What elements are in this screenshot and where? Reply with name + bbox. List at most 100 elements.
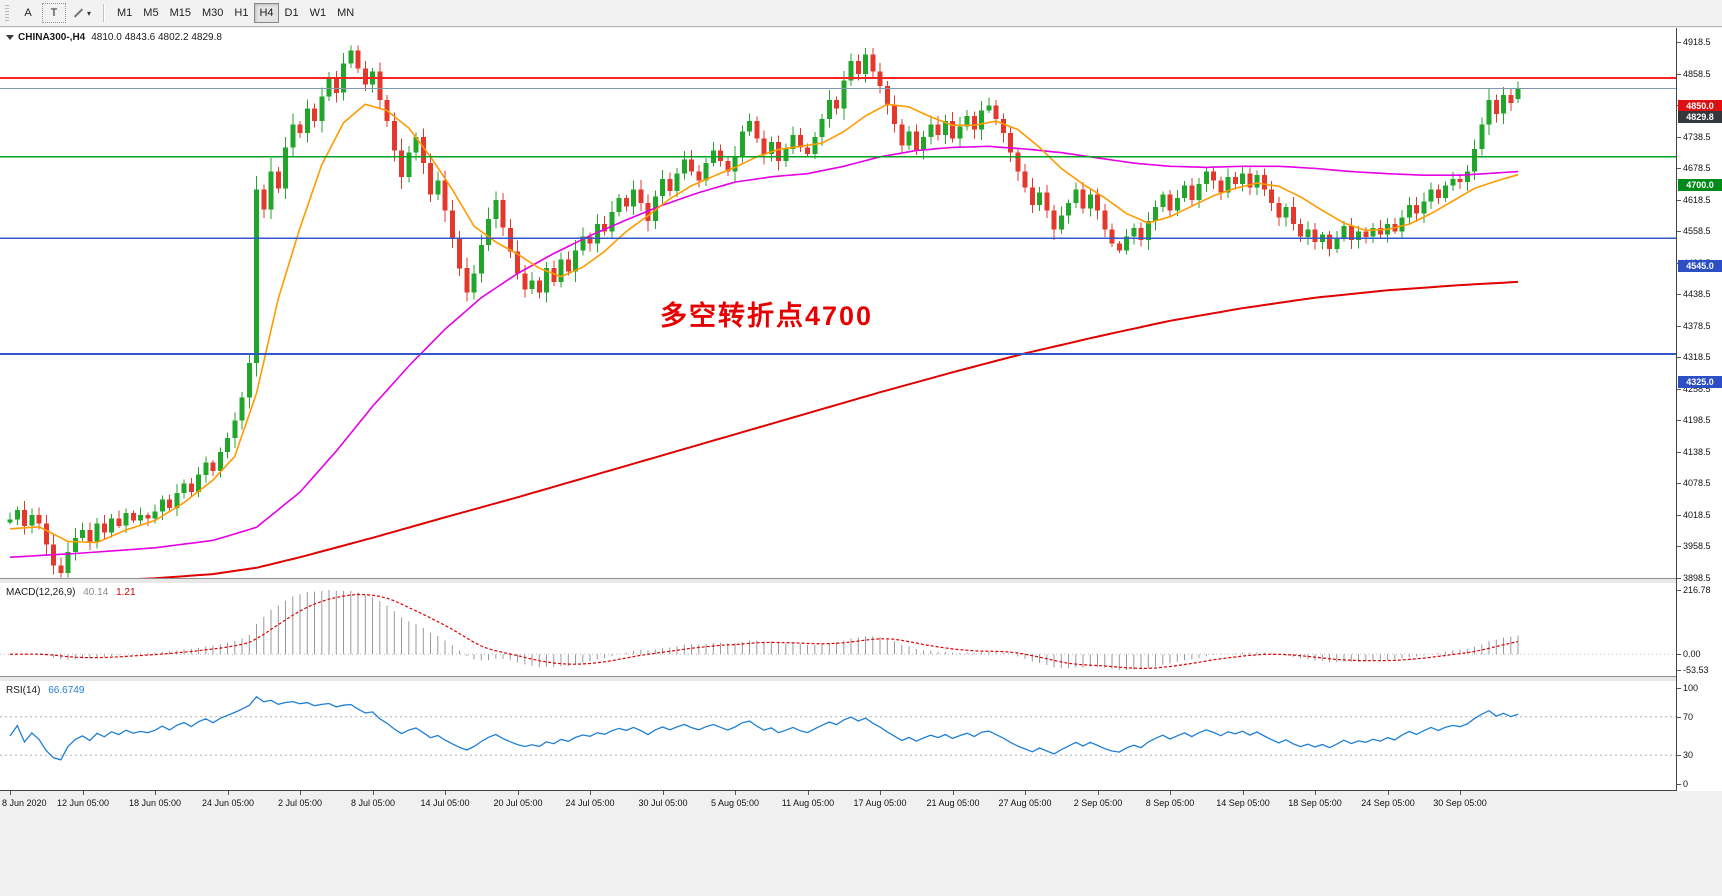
time-tick [300,791,301,795]
level-price-badge: 4850.0 [1678,100,1722,112]
level-price-badge: 4545.0 [1678,260,1722,272]
timeframe-group: M1 M5 M15 M30 H1 H4 D1 W1 MN [112,3,359,23]
time-tick [373,791,374,795]
timeframe-button-w1[interactable]: W1 [309,7,327,19]
axis-tick [1677,294,1681,295]
level-price-badge: 4700.0 [1678,179,1722,191]
time-scale[interactable]: 8 Jun 2020 12 Jun 05:00 18 Jun 05:00 24 Jun… [0,791,1676,815]
timeframe-button-m5[interactable]: M5 [143,7,159,19]
macd-title: MACD(12,26,9) [6,587,76,598]
rsi-title: RSI(14) [6,685,41,696]
time-axis-label: 2 Jul 05:00 [277,798,323,808]
time-tick [663,791,664,795]
axis-label: 4438.5 [1683,289,1711,299]
rsi-plot[interactable] [0,682,1676,790]
timeframe-button-m1[interactable]: M1 [117,7,133,19]
axis-label: 4558.5 [1683,226,1711,236]
toolbar-separator [103,4,106,22]
axis-label: 4678.5 [1683,163,1711,173]
axis-label: 216.78 [1683,585,1711,595]
time-tick [228,791,229,795]
drawing-tools-dropdown[interactable]: ▾ [68,3,96,23]
timeframe-button-h1[interactable]: H1 [234,7,249,19]
rsi-header: RSI(14) 66.6749 [6,685,84,696]
time-tick [808,791,809,795]
time-axis-label: 18 Jun 05:00 [128,798,182,808]
time-axis-label: 20 Jul 05:00 [493,798,543,808]
axis-label: 4258.5 [1683,384,1711,394]
axis-label: 4738.5 [1683,132,1711,142]
axis-label: 4858.5 [1683,69,1711,79]
time-axis-label: 27 Aug 05:00 [998,798,1052,808]
main-chart-panel[interactable]: CHINA300-,H4 4810.0 4843.6 4802.2 4829.8 … [0,28,1676,578]
symbol-title: CHINA300-,H4 [18,32,86,43]
time-axis-label: 30 Sep 05:00 [1433,798,1487,808]
rsi-panel[interactable]: RSI(14) 66.6749 [0,682,1676,791]
axis-tick [1677,590,1681,591]
chevron-down-icon: ▾ [87,8,92,18]
chart-annotation-text[interactable]: 多空转折点4700 [660,301,874,331]
axis-label: 4918.5 [1683,37,1711,47]
macd-value: 40.14 [83,587,109,598]
timeframe-button-m15[interactable]: M15 [169,7,191,19]
time-axis-label: 14 Sep 05:00 [1216,798,1270,808]
axis-tick [1677,755,1681,756]
timeframe-button-m30[interactable]: M30 [201,7,224,19]
candlestick-plot[interactable] [0,28,1676,578]
time-tick [1170,791,1171,795]
axis-tick [1677,717,1681,718]
axis-tick [1677,670,1681,671]
time-tick [880,791,881,795]
macd-panel[interactable]: MACD(12,26,9) 40.14 1.21 [0,584,1676,676]
timeframe-button-mn[interactable]: MN [337,7,355,19]
time-tick [1025,791,1026,795]
axis-tick [1677,326,1681,327]
time-axis-label: 24 Jul 05:00 [565,798,615,808]
current-price-badge: 4829.8 [1678,111,1722,123]
time-axis-label: 24 Jun 05:00 [201,798,255,808]
chart-header: CHINA300-,H4 4810.0 4843.6 4802.2 4829.8 [6,32,222,43]
time-tick [83,791,84,795]
axis-tick [1677,578,1681,579]
axis-tick [1677,452,1681,453]
axis-label: 4378.5 [1683,321,1711,331]
axis-label: 30 [1683,750,1694,760]
timeframe-button-d1[interactable]: D1 [284,7,299,19]
axis-label: 4078.5 [1683,478,1711,488]
time-tick [10,791,11,795]
macd-signal-value: 1.21 [116,587,136,598]
time-tick [155,791,156,795]
axis-label: 3898.5 [1683,573,1711,583]
text-tool-button[interactable]: T [42,3,66,23]
axis-label: 100 [1683,683,1699,693]
arrow-label-tool-button[interactable]: A [16,3,40,23]
time-axis-label: 2 Sep 05:00 [1073,798,1123,808]
level-price-badge: 4325.0 [1678,376,1722,388]
axis-tick [1677,420,1681,421]
axis-tick [1677,389,1681,390]
time-tick [445,791,446,795]
axis-label: 70 [1683,712,1694,722]
axis-tick [1677,200,1681,201]
macd-plot[interactable] [0,584,1676,676]
time-tick [735,791,736,795]
time-tick [1388,791,1389,795]
time-axis-label: 30 Jul 05:00 [638,798,688,808]
axis-label: 0 [1683,779,1689,789]
price-scale[interactable]: 4918.54858.54798.54738.54678.54618.54558… [1676,28,1722,791]
rsi-value: 66.6749 [48,685,85,696]
symbol-menu-icon[interactable] [6,34,14,40]
time-axis-label: 12 Jun 05:00 [56,798,110,808]
time-axis-label: 8 Jul 05:00 [350,798,396,808]
axis-tick [1677,654,1681,655]
panel-separator[interactable] [0,578,1676,584]
toolbar-grip[interactable] [5,5,9,21]
panel-separator[interactable] [0,676,1676,682]
time-axis-label: 11 Aug 05:00 [781,798,835,808]
axis-tick [1677,688,1681,689]
timeframe-button-h4[interactable]: H4 [254,3,279,23]
time-tick [518,791,519,795]
axis-tick [1677,231,1681,232]
axis-tick [1677,168,1681,169]
axis-label: -53.53 [1683,665,1709,675]
